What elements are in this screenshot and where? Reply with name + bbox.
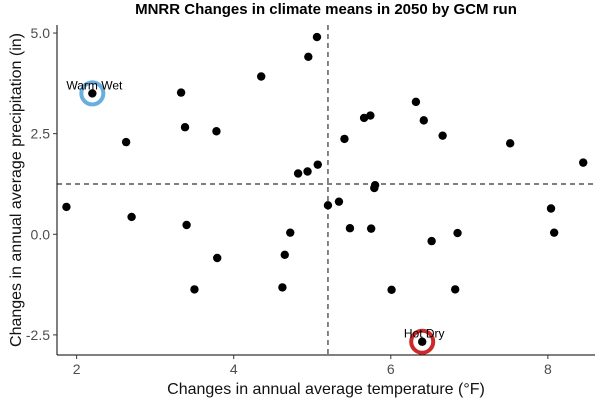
data-point: [213, 253, 222, 263]
y-axis-ticks: -2.5 0.0 2.5 5.0: [26, 25, 57, 343]
x-tick-label: 8: [544, 361, 552, 377]
y-tick-label: 2.5: [31, 126, 51, 142]
data-point: [313, 160, 322, 169]
data-point: [323, 201, 333, 210]
data-point: [345, 224, 355, 233]
data-point: [438, 131, 447, 140]
x-tick-label: 4: [230, 361, 238, 377]
data-point: [505, 139, 515, 148]
data-point: [312, 32, 322, 42]
data-point: [212, 127, 221, 136]
data-point: [334, 197, 344, 206]
data-point: [419, 116, 428, 125]
y-tick-label: 0.0: [31, 226, 51, 242]
data-point: [427, 236, 436, 246]
data-point: [303, 167, 312, 176]
x-axis-ticks: 2 4 6 8: [73, 355, 552, 377]
annotation-ring: [79, 80, 106, 107]
data-point: [411, 97, 421, 107]
data-point: [190, 285, 199, 294]
data-point: [366, 224, 376, 233]
y-axis-label: Changes in annual average precipitation …: [8, 33, 25, 347]
data-point: [176, 88, 186, 97]
data-points: [62, 32, 588, 346]
data-point: [418, 337, 427, 346]
data-point: [257, 72, 266, 81]
data-point: [546, 204, 556, 213]
x-tick-label: 6: [387, 361, 395, 377]
data-point: [180, 123, 190, 132]
annotation-label: Hot Dry: [404, 327, 445, 341]
y-tick-label: 5.0: [31, 25, 51, 41]
data-point: [549, 228, 559, 237]
y-tick-label: -2.5: [26, 327, 50, 343]
data-point: [293, 169, 303, 178]
data-point: [450, 285, 460, 294]
data-point: [286, 228, 295, 237]
data-point: [121, 137, 131, 147]
chart-title: MNRR Changes in climate means in 2050 by…: [135, 1, 517, 18]
reference-lines: [57, 25, 595, 355]
data-point: [182, 220, 191, 230]
annotation-ring: [409, 328, 436, 355]
data-point: [387, 285, 396, 295]
data-point: [370, 180, 380, 190]
data-point: [366, 111, 375, 120]
data-point: [62, 202, 71, 212]
data-point: [453, 228, 462, 238]
x-tick-label: 2: [73, 361, 81, 377]
annotations: Warm Wet Hot Dry: [66, 78, 445, 355]
data-point: [304, 52, 313, 61]
data-point: [579, 158, 588, 167]
x-axis-label: Changes in annual average temperature (°…: [167, 381, 485, 398]
data-point: [280, 250, 289, 259]
data-point: [88, 89, 97, 98]
data-point: [278, 283, 287, 292]
data-point: [340, 134, 349, 144]
annotation-label: Warm Wet: [66, 78, 123, 92]
data-point: [127, 212, 136, 222]
